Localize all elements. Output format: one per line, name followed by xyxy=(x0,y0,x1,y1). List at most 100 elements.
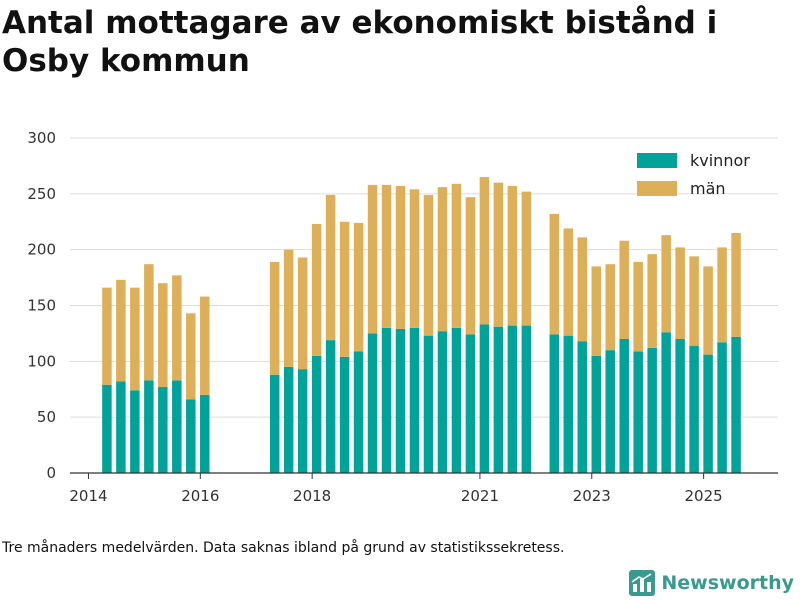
bar-man xyxy=(591,266,601,356)
brand-name: Newsworthy xyxy=(661,572,794,594)
bar-kvinnor xyxy=(661,332,671,473)
y-tick-label: 50 xyxy=(37,408,56,426)
bar-man xyxy=(186,313,196,400)
bar-kvinnor xyxy=(591,355,601,473)
bar-kvinnor xyxy=(186,399,196,473)
bar-kvinnor xyxy=(647,347,657,473)
bar-kvinnor xyxy=(339,356,350,473)
bar-man xyxy=(451,183,462,328)
bar-man xyxy=(661,235,671,333)
bar-man xyxy=(605,264,615,351)
y-tick-label: 300 xyxy=(27,129,56,147)
chart-bars xyxy=(102,177,741,473)
bar-man xyxy=(521,191,532,326)
legend-swatch xyxy=(637,153,677,168)
bar-kvinnor xyxy=(395,328,406,473)
bar-man xyxy=(325,194,336,341)
bar-kvinnor xyxy=(493,326,504,473)
bar-kvinnor xyxy=(409,327,420,473)
footnote: Tre månaders medelvärden. Data saknas ib… xyxy=(2,540,565,556)
bar-man xyxy=(381,184,392,328)
bar-kvinnor xyxy=(605,350,615,473)
legend-label: män xyxy=(690,179,726,198)
bar-man xyxy=(102,287,112,385)
bar-man xyxy=(437,187,448,332)
bar-man xyxy=(731,232,741,337)
bar-kvinnor xyxy=(731,336,741,473)
legend-label: kvinnor xyxy=(690,151,750,170)
bar-man xyxy=(367,184,378,334)
y-tick-label: 150 xyxy=(27,297,56,315)
bar-man xyxy=(158,283,168,388)
bar-kvinnor xyxy=(451,327,462,473)
bar-kvinnor xyxy=(703,354,713,473)
bar-man xyxy=(130,287,140,391)
bar-man xyxy=(563,228,574,336)
bar-kvinnor xyxy=(577,341,588,473)
bar-kvinnor xyxy=(116,381,126,473)
y-tick-label: 200 xyxy=(27,241,56,259)
bar-man xyxy=(717,247,727,343)
bar-man xyxy=(297,257,308,370)
bar-man xyxy=(269,261,280,375)
bar-kvinnor xyxy=(633,351,643,473)
bar-kvinnor xyxy=(144,380,154,473)
bar-man xyxy=(172,275,182,381)
x-tick-label: 2018 xyxy=(293,487,331,505)
bar-man xyxy=(409,189,420,328)
bar-kvinnor xyxy=(689,345,699,473)
bar-kvinnor xyxy=(200,394,210,473)
y-axis: 0 50 100 150 200 250 300 xyxy=(27,129,56,482)
bar-kvinnor xyxy=(563,335,574,473)
bar-man xyxy=(423,194,434,336)
x-tick-label: 2021 xyxy=(461,487,499,505)
bar-man xyxy=(619,240,629,339)
bar-man xyxy=(675,247,685,339)
x-tick-label: 2023 xyxy=(573,487,611,505)
bar-man xyxy=(577,237,588,342)
legend-swatch xyxy=(637,181,677,196)
bar-kvinnor xyxy=(311,355,322,473)
bar-kvinnor xyxy=(283,366,294,473)
bar-man xyxy=(479,177,490,325)
x-axis: 2014 2016 2018 2021 2023 2025 xyxy=(69,472,778,505)
bar-kvinnor xyxy=(619,339,629,473)
bar-man xyxy=(395,186,406,329)
y-tick-label: 250 xyxy=(27,185,56,203)
bar-kvinnor xyxy=(521,325,532,473)
bar-man xyxy=(703,266,713,355)
bar-kvinnor xyxy=(423,335,434,473)
bar-man xyxy=(507,186,518,326)
bar-kvinnor xyxy=(465,334,476,473)
chart-legend: kvinnor män xyxy=(637,151,750,198)
bar-man xyxy=(311,223,322,356)
bar-man xyxy=(339,221,350,357)
bar-kvinnor xyxy=(130,390,140,473)
bar-kvinnor xyxy=(297,369,308,473)
bar-kvinnor xyxy=(549,334,560,473)
bar-kvinnor xyxy=(325,340,336,473)
bar-kvinnor xyxy=(479,324,490,473)
bar-kvinnor xyxy=(102,384,112,473)
bar-chart-logo-icon xyxy=(629,570,656,596)
bar-man xyxy=(465,197,476,335)
bar-kvinnor xyxy=(269,374,280,473)
bar-kvinnor xyxy=(717,342,727,473)
brand-logo[interactable]: Newsworthy xyxy=(629,568,794,598)
bar-man xyxy=(689,256,699,346)
x-tick-label: 2014 xyxy=(69,487,107,505)
page-title: Antal mottagare av ekonomiskt bistånd i … xyxy=(2,5,718,79)
bar-man xyxy=(116,279,126,382)
y-tick-label: 100 xyxy=(27,352,56,370)
bar-kvinnor xyxy=(381,327,392,473)
bar-kvinnor xyxy=(353,351,364,473)
bar-kvinnor xyxy=(507,325,518,473)
bar-man xyxy=(549,213,560,335)
bar-man xyxy=(283,249,294,367)
bar-man xyxy=(144,264,154,381)
bar-kvinnor xyxy=(367,333,378,473)
bar-man xyxy=(493,182,504,327)
bar-kvinnor xyxy=(158,387,168,473)
bar-man xyxy=(647,254,657,348)
